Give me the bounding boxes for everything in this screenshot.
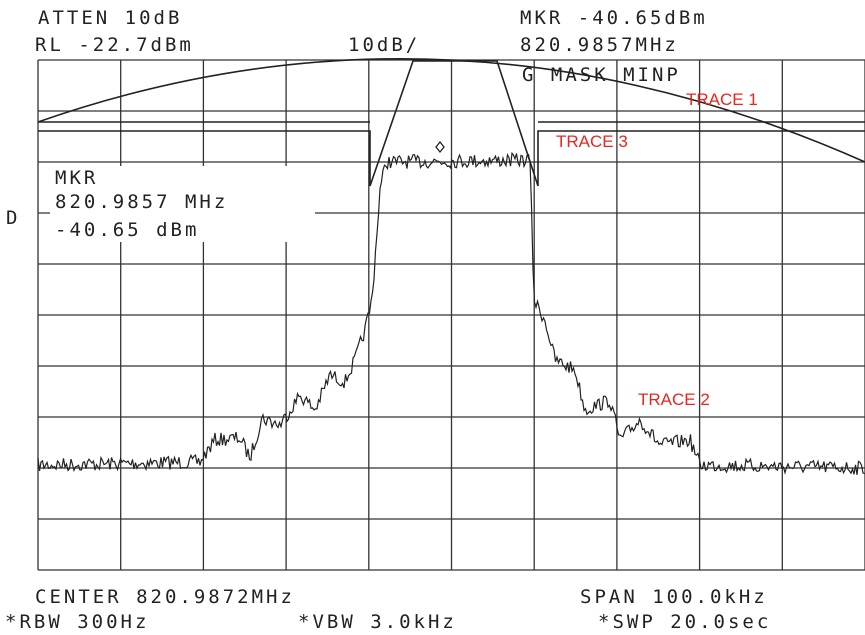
trace-3-mask: [38, 60, 865, 187]
trace-label: TRACE 2: [638, 390, 710, 409]
trace-label: TRACE 1: [686, 90, 758, 109]
sweep: *SWP 20.0sec: [598, 611, 771, 633]
scale: 10dB/: [348, 34, 420, 56]
vbw: *VBW 3.0kHz: [298, 611, 457, 633]
detector: D: [6, 207, 20, 229]
marker-box: 820.9857 MHz: [55, 191, 228, 213]
graticule: [37, 59, 865, 571]
marker-box: -40.65 dBm: [55, 219, 199, 241]
trace-2: [37, 151, 865, 475]
atten: ATTEN 10dB: [38, 7, 182, 29]
marker-freq: 820.9857MHz: [520, 34, 679, 56]
span: SPAN 100.0kHz: [580, 586, 768, 608]
trace-label: TRACE 3: [556, 132, 628, 151]
trace-1: [37, 57, 865, 163]
mask-label: G MASK MINP: [522, 64, 681, 86]
center: CENTER 820.9872MHz: [35, 586, 295, 608]
marker-readout: MKR -40.65dBm: [520, 7, 708, 29]
rbw: *RBW 300Hz: [5, 611, 149, 633]
marker-box: MKR: [55, 167, 98, 189]
marker-box-bg: [50, 166, 315, 242]
marker: [435, 140, 445, 154]
ref-level: RL -22.7dBm: [35, 34, 194, 56]
